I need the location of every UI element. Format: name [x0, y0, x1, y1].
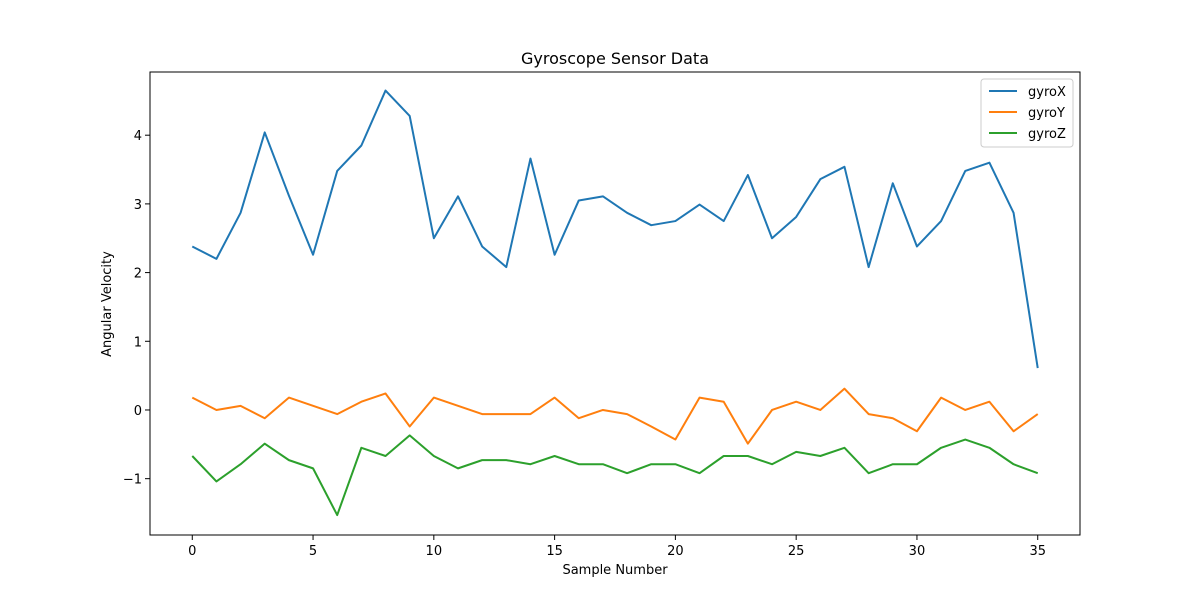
chart-title: Gyroscope Sensor Data — [521, 49, 709, 68]
legend-box — [980, 78, 1074, 148]
x-tick-label: 30 — [909, 544, 926, 559]
x-tick-label: 15 — [546, 544, 563, 559]
series-layer — [191, 89, 1039, 517]
x-tick-label: 5 — [309, 544, 317, 559]
legend-label-gyroZ: gyroZ — [1028, 127, 1066, 142]
y-tick-label: 3 — [134, 198, 142, 213]
legend-label-gyroY: gyroY — [1028, 106, 1065, 121]
x-tick-label: 20 — [667, 544, 684, 559]
series-line-gyroY — [191, 387, 1039, 445]
y-axis-title: Angular Velocity — [100, 251, 115, 357]
x-tick-label: 0 — [188, 544, 196, 559]
y-tick-label: −1 — [123, 473, 142, 488]
y-axis: −1 0 1 2 3 4 — [123, 129, 150, 488]
x-tick-label: 10 — [426, 544, 443, 559]
plot-frame — [149, 71, 1081, 536]
x-tick-label: 35 — [1029, 544, 1046, 559]
x-axis: 0 5 10 15 20 25 30 35 — [188, 535, 1046, 559]
y-tick-label: 0 — [134, 404, 142, 419]
y-tick-label: 4 — [134, 129, 142, 144]
series-line-gyroZ — [191, 434, 1039, 517]
y-tick-label: 2 — [134, 267, 142, 282]
x-tick-label: 25 — [788, 544, 805, 559]
legend-label-gyroX: gyroX — [1028, 85, 1066, 100]
legend: gyroX gyroY gyroZ — [980, 78, 1074, 148]
x-axis-title: Sample Number — [562, 563, 668, 578]
y-tick-label: 1 — [134, 335, 142, 350]
series-line-gyroX — [191, 89, 1039, 369]
